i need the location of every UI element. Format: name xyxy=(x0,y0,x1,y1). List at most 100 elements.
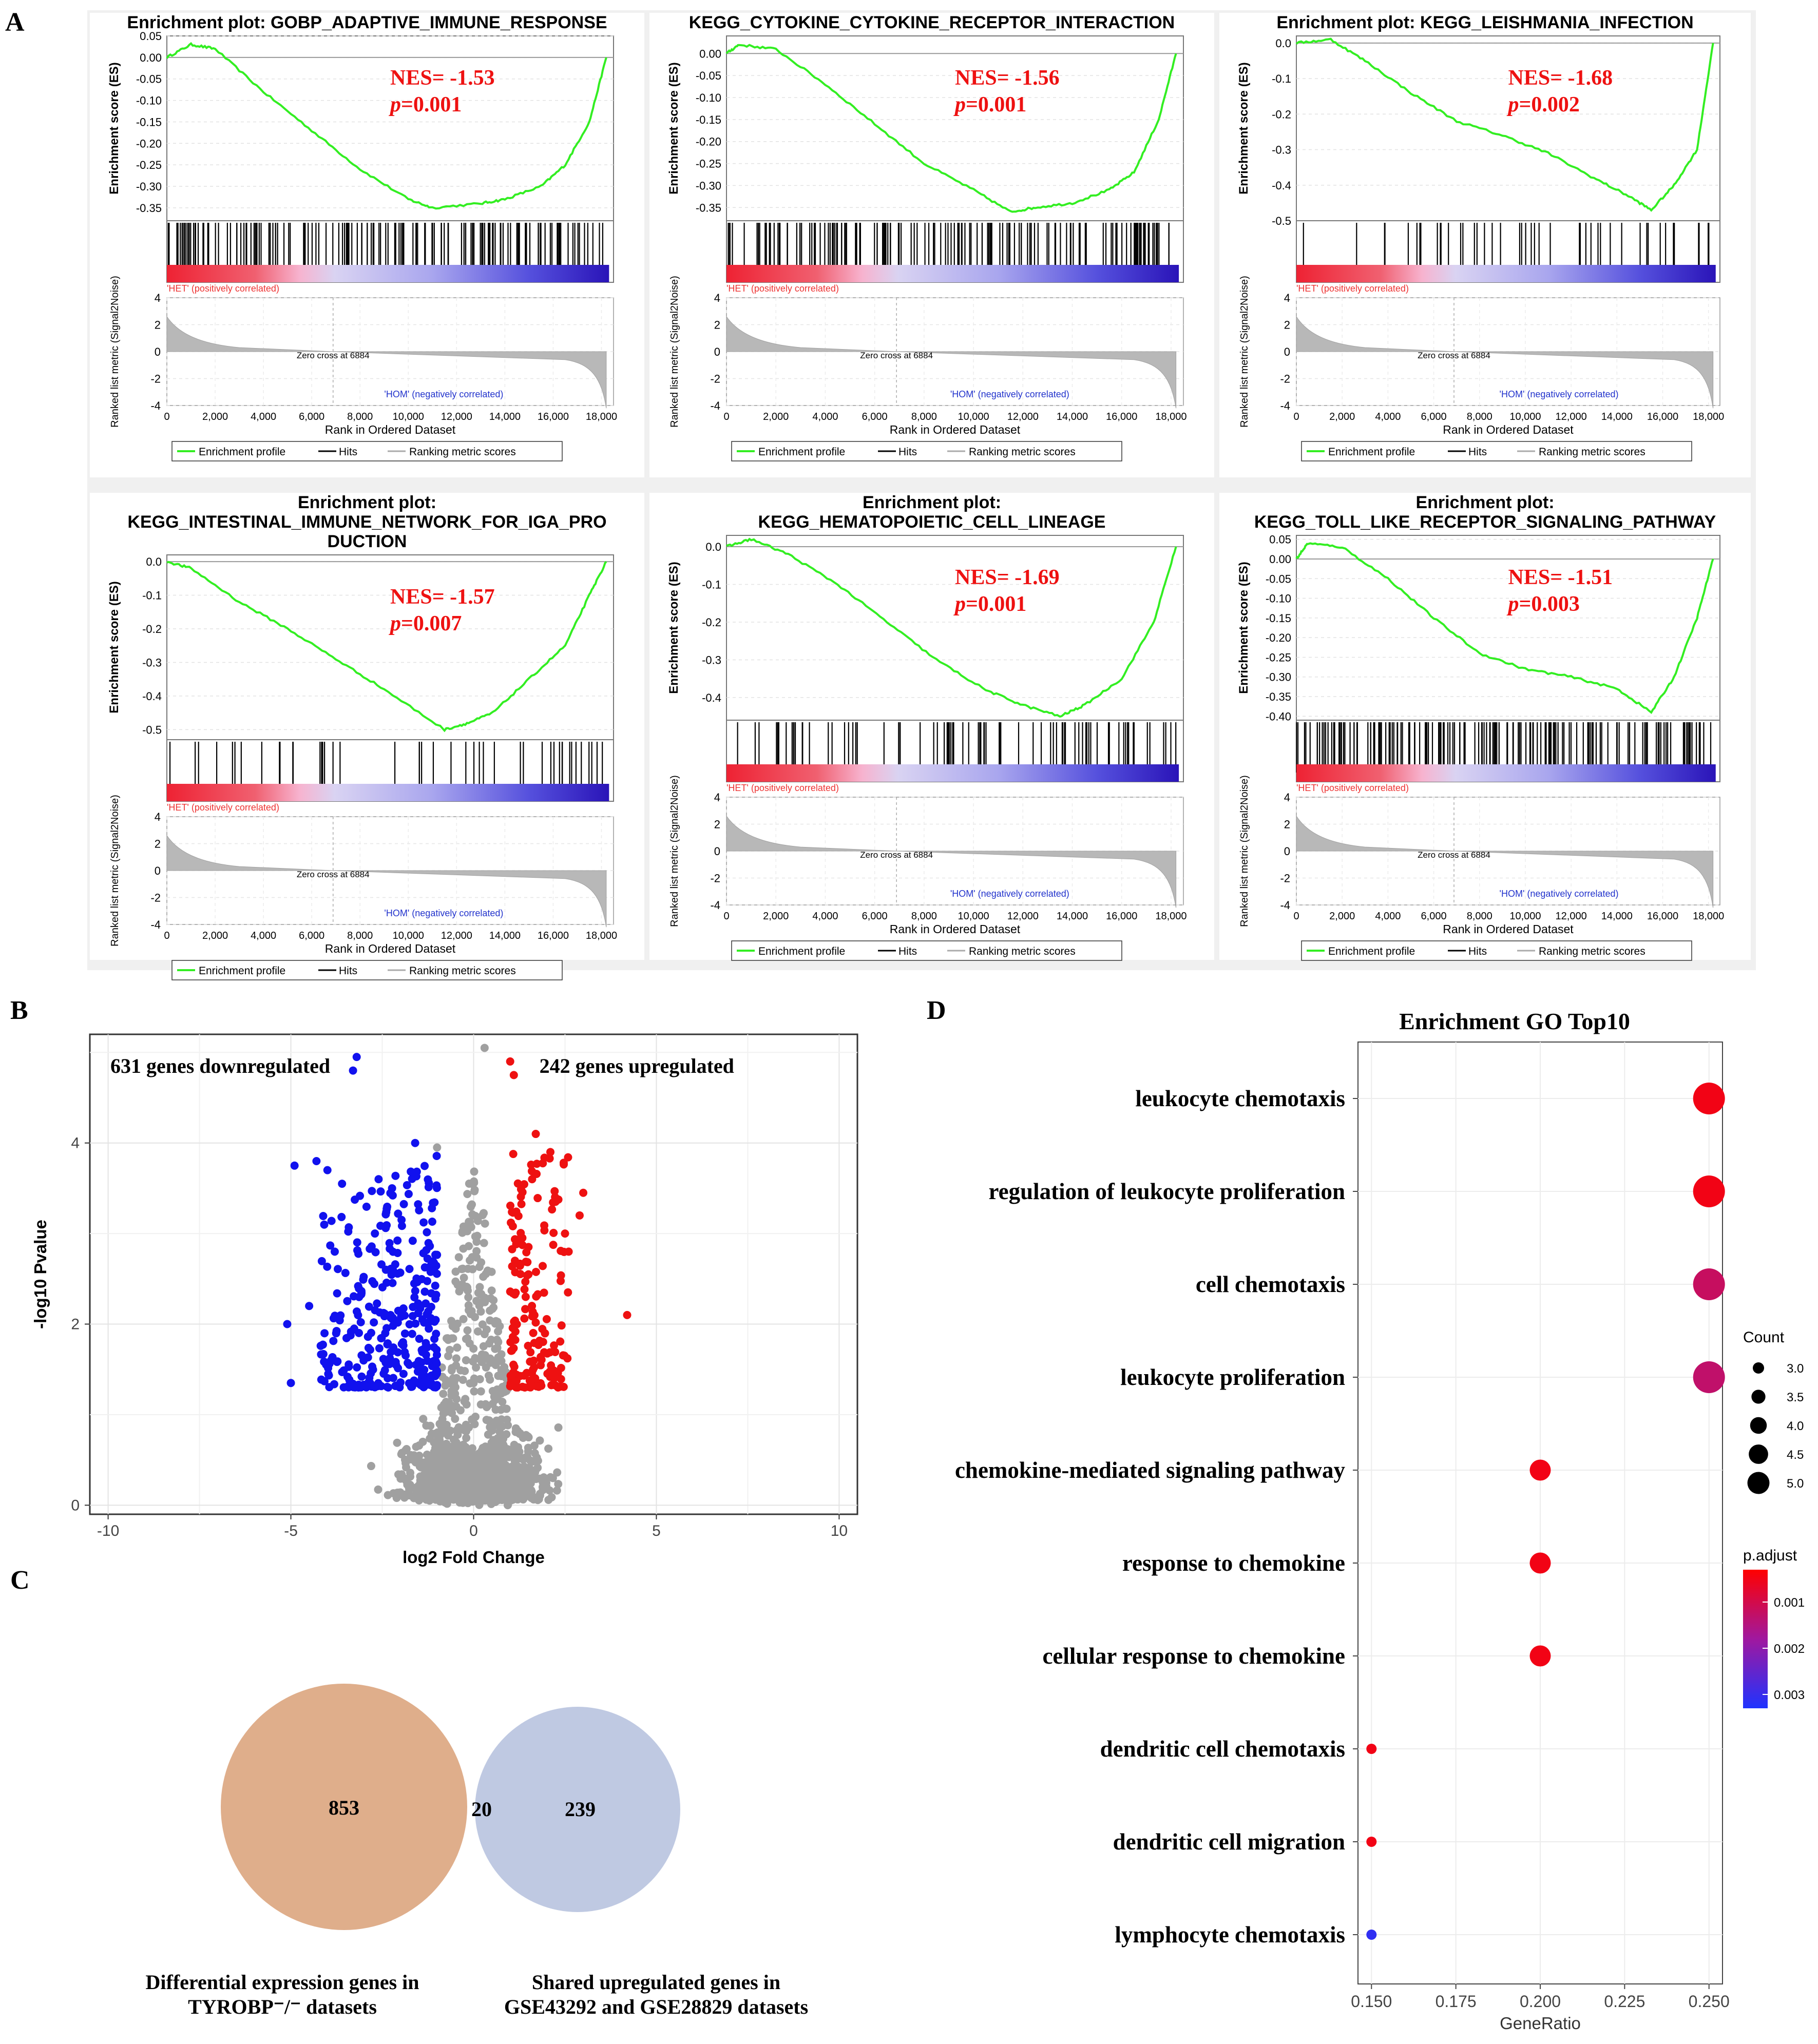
volcano-point-ns xyxy=(413,1482,422,1491)
es-tick-label: 0.00 xyxy=(1269,553,1291,566)
p-value: p=0.003 xyxy=(1507,592,1580,616)
volcano-point-down xyxy=(433,1367,442,1376)
volcano-point-down xyxy=(432,1181,441,1190)
legend-count-label: 5.0 xyxy=(1787,1477,1804,1491)
metric-tick-label: -2 xyxy=(710,872,720,885)
es-tick-label: -0.2 xyxy=(1272,108,1291,121)
volcano-point-down xyxy=(405,1265,414,1274)
dot-plot-title: Enrichment GO Top10 xyxy=(1399,1008,1630,1034)
volcano-point-ns xyxy=(477,1350,486,1359)
volcano-point-down xyxy=(430,1259,438,1267)
volcano-point-ns xyxy=(437,1472,446,1480)
volcano-point-ns xyxy=(480,1496,489,1505)
volcano-point-ns xyxy=(441,1456,450,1465)
volcano-point-ns xyxy=(459,1440,468,1449)
volcano-point-down xyxy=(400,1311,409,1320)
p-number: =0.003 xyxy=(1519,592,1580,616)
volcano-x-tick-label: 10 xyxy=(831,1522,848,1539)
dot-x-axis-label: GeneRatio xyxy=(1500,2014,1581,2033)
dot-point xyxy=(1366,1744,1377,1754)
metric-tick-label: 4 xyxy=(1284,292,1290,304)
x-tick-label: 14,000 xyxy=(1601,411,1633,422)
metric-tick-label: 0 xyxy=(1284,845,1290,858)
volcano-point-up xyxy=(543,1349,551,1358)
volcano-point-down xyxy=(410,1293,419,1302)
volcano-point-down xyxy=(420,1365,429,1374)
volcano-point-ns xyxy=(527,1493,535,1501)
es-tick-label: -0.25 xyxy=(136,159,162,171)
volcano-point-ns xyxy=(471,1491,480,1500)
volcano-point-ns xyxy=(510,1440,519,1449)
legend-hits-label: Hits xyxy=(898,446,917,458)
legend-rank-label: Ranking metric scores xyxy=(969,946,1076,957)
volcano-point-ns xyxy=(464,1293,473,1302)
volcano-x-tick-label: 0 xyxy=(469,1522,478,1539)
legend-count-label: 3.5 xyxy=(1787,1391,1804,1404)
volcano-point-ns xyxy=(480,1044,489,1052)
dot-point xyxy=(1529,1459,1551,1481)
metric-tick-label: 2 xyxy=(155,838,161,851)
volcano-point-up xyxy=(529,1356,538,1365)
metric-tick-label: -2 xyxy=(150,373,161,385)
volcano-point-down xyxy=(376,1187,385,1196)
metric-tick-label: -2 xyxy=(1280,872,1290,885)
metric-tick-label: -4 xyxy=(150,399,161,412)
volcano-point-up xyxy=(516,1234,525,1243)
volcano-point-down xyxy=(333,1289,341,1298)
panel-label-b: B xyxy=(10,996,28,1025)
x-tick-label: 12,000 xyxy=(1556,911,1587,922)
volcano-point-ns xyxy=(447,1366,456,1375)
gsea-title: Enrichment plot: KEGG_LEISHMANIA_INFECTI… xyxy=(1276,13,1693,32)
es-axis-label: Enrichment score (ES) xyxy=(107,62,121,194)
volcano-point-ns xyxy=(475,1263,484,1271)
volcano-point-highlight xyxy=(579,1188,588,1197)
es-tick-label: -0.05 xyxy=(1266,572,1291,585)
metric-tick-label: -4 xyxy=(1280,899,1290,912)
volcano-x-tick-label: -10 xyxy=(97,1522,119,1539)
volcano-point-up xyxy=(554,1383,563,1392)
volcano-y-tick-label: 4 xyxy=(71,1135,80,1152)
volcano-point-ns xyxy=(533,1463,542,1472)
volcano-point-up xyxy=(545,1367,554,1376)
p-symbol: p xyxy=(1507,592,1519,616)
volcano-point-ns xyxy=(469,1357,477,1366)
es-tick-label: -0.25 xyxy=(1266,651,1291,664)
volcano-point-ns xyxy=(394,1470,403,1479)
volcano-point-ns xyxy=(437,1444,446,1453)
volcano-point-ns xyxy=(553,1468,562,1477)
gsea-legend-box xyxy=(171,960,563,980)
es-tick-label: -0.35 xyxy=(696,201,721,214)
volcano-point-down xyxy=(353,1238,361,1247)
zero-cross-label: Zero cross at 6884 xyxy=(1418,850,1490,860)
volcano-point-down xyxy=(368,1187,376,1195)
x-tick-label: 6,000 xyxy=(1421,911,1447,922)
volcano-point-ns xyxy=(491,1405,500,1414)
legend-count-dot xyxy=(1750,1417,1767,1434)
es-tick-label: -0.5 xyxy=(1272,215,1291,227)
volcano-point-ns xyxy=(513,1455,522,1464)
volcano-point-up xyxy=(534,1382,543,1391)
volcano-point-down xyxy=(318,1340,327,1349)
volcano-point-up xyxy=(511,1327,520,1336)
volcano-point-ns xyxy=(529,1472,538,1480)
volcano-point-ns xyxy=(491,1344,500,1353)
zero-cross-label: Zero cross at 6884 xyxy=(297,351,370,360)
volcano-point-ns xyxy=(498,1489,507,1497)
volcano-point-up xyxy=(516,1192,525,1201)
volcano-point-ns xyxy=(511,1468,520,1476)
dot-category-label: chemokine-mediated signaling pathway xyxy=(955,1457,1346,1483)
volcano-point-ns xyxy=(469,1467,477,1475)
x-tick-label: 18,000 xyxy=(1693,411,1724,422)
es-tick-label: 0.05 xyxy=(1269,533,1291,546)
volcano-point-up xyxy=(511,1316,520,1325)
p-number: =0.001 xyxy=(966,93,1026,117)
volcano-point-down xyxy=(425,1324,433,1333)
x-tick-label: 4,000 xyxy=(812,411,838,422)
es-axis-label: Enrichment score (ES) xyxy=(1237,62,1251,194)
es-curve xyxy=(1295,37,1714,212)
volcano-point-ns xyxy=(447,1483,455,1492)
volcano-point-highlight xyxy=(323,1166,332,1174)
volcano-point-down xyxy=(357,1287,366,1296)
volcano-point-down xyxy=(423,1228,431,1237)
